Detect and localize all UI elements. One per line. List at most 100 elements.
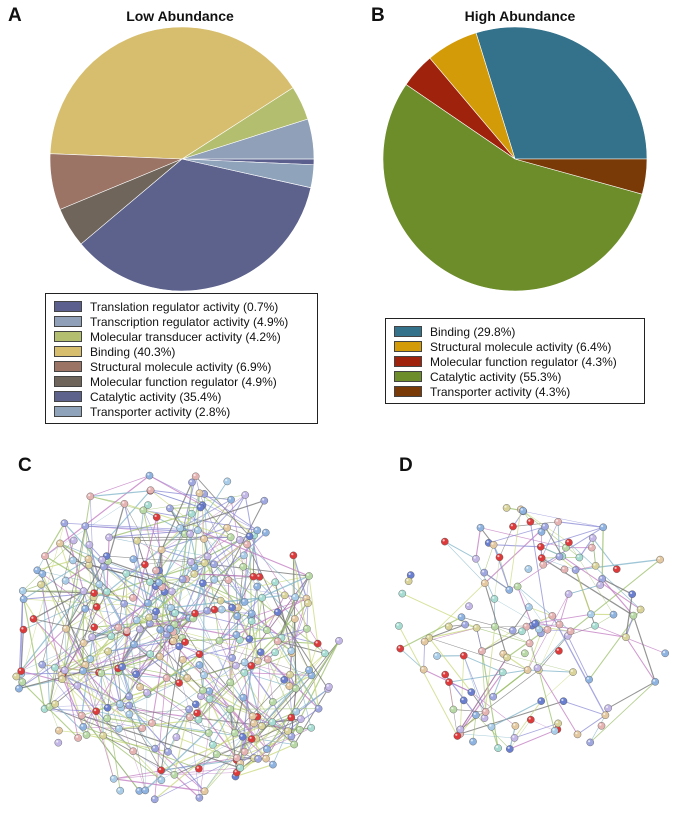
network-c-node — [170, 770, 179, 779]
network-c-node — [84, 555, 93, 563]
network-d-edge — [594, 625, 666, 654]
panel-label-c: C — [18, 455, 32, 476]
network-c-edge — [123, 503, 149, 604]
network-c-node — [228, 603, 236, 612]
network-c-node-highlight — [75, 735, 79, 738]
network-d-node-highlight — [491, 542, 494, 545]
network-d-node — [420, 637, 429, 646]
network-d-node-highlight — [427, 635, 430, 638]
network-c-node — [185, 705, 193, 714]
network-c-node-highlight — [189, 511, 192, 514]
network-d-node-highlight — [562, 567, 565, 570]
network-d-edge — [460, 669, 539, 730]
network-c-node — [210, 560, 218, 569]
network-graph-d — [395, 504, 670, 753]
network-c-node — [85, 541, 94, 549]
network-c-edge — [184, 641, 237, 666]
network-c-node-highlight — [131, 642, 134, 645]
network-c-edge — [174, 579, 215, 625]
network-c-edge — [40, 584, 62, 676]
network-d-edge — [509, 728, 558, 750]
network-c-node-highlight — [187, 531, 191, 534]
network-c-node — [86, 492, 95, 501]
network-c-node — [258, 593, 266, 602]
network-d-edge — [494, 598, 537, 624]
network-c-node — [190, 570, 199, 578]
network-d-node — [587, 543, 596, 552]
network-c-node — [243, 540, 251, 549]
network-c-edge — [178, 659, 184, 684]
network-c-node — [51, 700, 59, 708]
network-c-node-highlight — [226, 577, 229, 580]
pie-b-slice-4 — [514, 158, 648, 195]
network-c-node — [247, 735, 256, 743]
network-c-node — [69, 556, 77, 565]
network-c-node-highlight — [196, 717, 199, 720]
network-d-node — [524, 603, 533, 611]
network-c-node-highlight — [88, 656, 91, 659]
network-c-node — [166, 504, 174, 513]
network-c-node — [325, 682, 333, 691]
network-d-node-highlight — [525, 667, 528, 670]
network-c-node-highlight — [167, 506, 170, 509]
network-c-node-highlight — [207, 696, 210, 699]
network-c-edge — [143, 509, 183, 532]
network-c-edge — [151, 634, 168, 724]
network-c-node — [58, 675, 66, 683]
network-d-edge — [471, 691, 516, 727]
network-c-node — [86, 655, 95, 663]
legend-b-item: Transporter activity (4.3%) — [394, 384, 636, 399]
network-c-node — [199, 686, 207, 695]
network-c-node-highlight — [83, 662, 86, 665]
legend-a-label: Structural molecule activity (6.9%) — [90, 359, 272, 374]
network-c-node — [178, 575, 187, 584]
network-c-edge — [44, 522, 65, 557]
network-c-node — [227, 495, 235, 504]
network-c-node — [321, 649, 329, 658]
network-c-edge — [161, 549, 205, 564]
network-d-edge — [429, 624, 466, 639]
network-d-edge — [559, 593, 570, 625]
network-c-node — [164, 747, 172, 756]
network-c-node-highlight — [193, 474, 196, 477]
network-c-node-highlight — [258, 649, 261, 653]
network-d-node-highlight — [573, 567, 576, 570]
network-d-node — [457, 613, 466, 621]
network-c-node-highlight — [143, 788, 146, 791]
network-c-node — [216, 596, 225, 605]
network-d-node-highlight — [566, 591, 569, 594]
network-d-node — [539, 560, 547, 569]
network-c-node — [97, 669, 105, 677]
legend-low-abundance: Translation regulator activity (0.7%) Tra… — [45, 293, 318, 424]
network-d-edge — [428, 637, 472, 693]
network-c-edge — [106, 555, 191, 563]
network-c-edge — [231, 657, 236, 733]
network-d-edge — [574, 569, 592, 615]
network-d-edge — [601, 578, 634, 617]
network-c-node-highlight — [56, 740, 59, 743]
network-c-node — [195, 650, 204, 658]
network-c-node — [90, 589, 98, 597]
network-c-node-highlight — [264, 627, 267, 631]
legend-a-swatch — [54, 376, 82, 387]
network-d-node-highlight — [504, 505, 507, 508]
network-d-node — [612, 565, 621, 573]
network-c-node-highlight — [180, 577, 183, 580]
network-d-node — [537, 697, 545, 705]
network-d-node — [533, 664, 542, 672]
network-d-node-highlight — [563, 545, 566, 548]
network-c-node — [156, 625, 165, 634]
network-c-edge — [229, 708, 257, 739]
network-d-edge — [480, 527, 566, 549]
network-c-node-highlight — [177, 644, 180, 647]
network-c-edge — [204, 562, 239, 608]
network-d-node-highlight — [535, 665, 538, 668]
network-c-node-highlight — [168, 626, 171, 629]
network-c-node-highlight — [235, 613, 238, 617]
network-c-edge — [198, 753, 218, 770]
network-c-edge — [149, 561, 192, 583]
network-d-node-highlight — [557, 554, 560, 557]
network-d-edge — [601, 527, 604, 579]
network-d-edge — [568, 542, 641, 610]
network-c-edge — [136, 619, 204, 691]
